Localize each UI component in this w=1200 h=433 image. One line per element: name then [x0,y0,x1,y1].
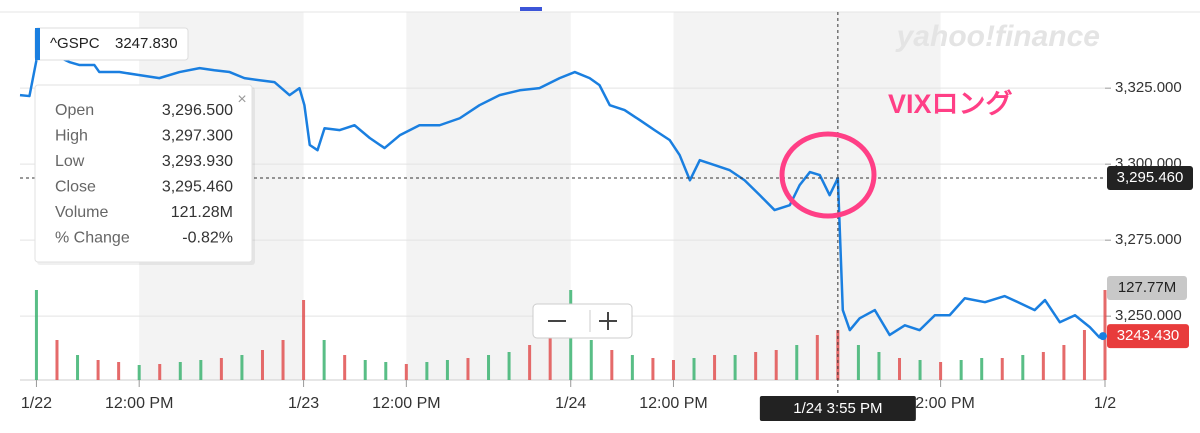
volume-bar [404,364,408,380]
volume-bar [76,355,80,380]
tooltip-key: % Change [55,230,130,247]
last-price-dot [1099,332,1107,341]
volume-bar [507,352,511,380]
volume-bar [1082,330,1086,380]
symbol-name: ^GSPC [50,35,100,52]
watermark: yahoo!finance [895,20,1100,53]
last-price-label: 3243.430 [1117,327,1180,344]
volume-bar [528,345,532,380]
volume-bar [117,362,121,380]
x-tick-label: 12:00 PM [372,395,440,412]
tooltip-key: Low [55,153,85,170]
volume-bar [260,350,264,380]
volume-bar [774,350,778,380]
annotation-circle [779,131,877,219]
volume-bar [445,360,449,380]
volume-bar [281,340,285,380]
volume-bar [630,355,634,380]
y-tick-label: 3,250.000 [1115,307,1182,324]
volume-bar [589,340,593,380]
tooltip-key: High [55,128,88,145]
session-band [673,12,941,380]
volume-bar [815,335,819,380]
plot [19,48,1101,339]
volume-bar [322,340,326,380]
x-tick-label: 12:00 PM [906,395,974,412]
x-tick-label: 12:00 PM [639,395,707,412]
x-tick-label: 12:00 PM [105,395,173,412]
volume-bar [384,362,388,380]
y-tick-label: 3,325.000 [1115,79,1182,96]
volume-bar [302,300,306,380]
crosshair-y-label: 3,295.460 [1117,169,1184,186]
volume-bar [343,355,347,380]
volume-bar [939,362,943,380]
zoom-control [532,303,633,339]
volume-bar [754,352,758,380]
x-tick-label: 1/23 [288,395,319,412]
tooltip-key: Close [55,179,96,196]
tooltip-close[interactable]: × [237,91,246,108]
crosshair-x-label: 1/24 3:55 PM [793,400,882,417]
volume-label: 127.77M [1118,279,1176,296]
volume-bar [692,358,696,380]
volume-bar [1062,345,1066,380]
crosshair-y-box [1107,165,1193,190]
volume-bar [610,350,614,380]
tooltip [34,84,253,263]
symbol-badge-accent [35,28,40,60]
volume-bar [1041,352,1045,380]
tooltip-value: 121.28M [171,204,233,221]
volume-bar [178,362,182,380]
volume-bar [671,360,675,380]
volume-bar [713,355,717,380]
volume-bar [199,360,203,380]
volume-bar [548,335,552,380]
volume-bar [487,355,491,380]
tooltip-value: 3,295.460 [162,179,233,196]
x-tick-label: 1/22 [21,395,52,412]
tooltip-key: Open [55,102,94,119]
volume-bar [425,362,429,380]
volume-bar [959,360,963,380]
volume-bar [55,340,59,380]
volume-bar [1000,358,1004,380]
tooltip-value: 3,293.930 [162,153,233,170]
volume-bar [219,358,223,380]
annotation-text: VIXロング [888,88,1013,119]
volume-bar [918,360,922,380]
last-price-box [1107,324,1189,349]
volume-bar [898,358,902,380]
volume-bar [363,360,367,380]
price-line [19,48,1101,339]
volume-bar [980,358,984,380]
crosshair-x-box [759,396,916,421]
volume-bar [795,345,799,380]
volume-bar [877,352,881,380]
overlay: yahoo!finance 3,295.460 1/24 3:55 PM 127.77… [20,12,1193,421]
tooltip-key: Volume [55,204,108,221]
volume-bar [96,360,100,380]
x-tick-label: 1/24 [555,395,586,412]
volume-label-box [1107,276,1187,300]
volume-bar [240,355,244,380]
symbol-price: 3247.830 [115,35,178,52]
volume-bar [1021,355,1025,380]
tab-indicator [520,7,542,11]
volume-bar [856,345,860,380]
y-tick-label: 3,275.000 [1115,231,1182,248]
tooltip-value: 3,297.300 [162,128,233,145]
volume-bar [137,365,141,380]
volume-bar [466,358,470,380]
volume-bar [651,358,655,380]
volume-bar [733,355,737,380]
volume-bar [158,364,162,380]
tooltip-value: 3,296.500 [162,102,233,119]
volume-bar [34,290,38,380]
x-tick-label: 1/2 [1094,395,1116,412]
tooltip-value: -0.82% [182,230,233,247]
